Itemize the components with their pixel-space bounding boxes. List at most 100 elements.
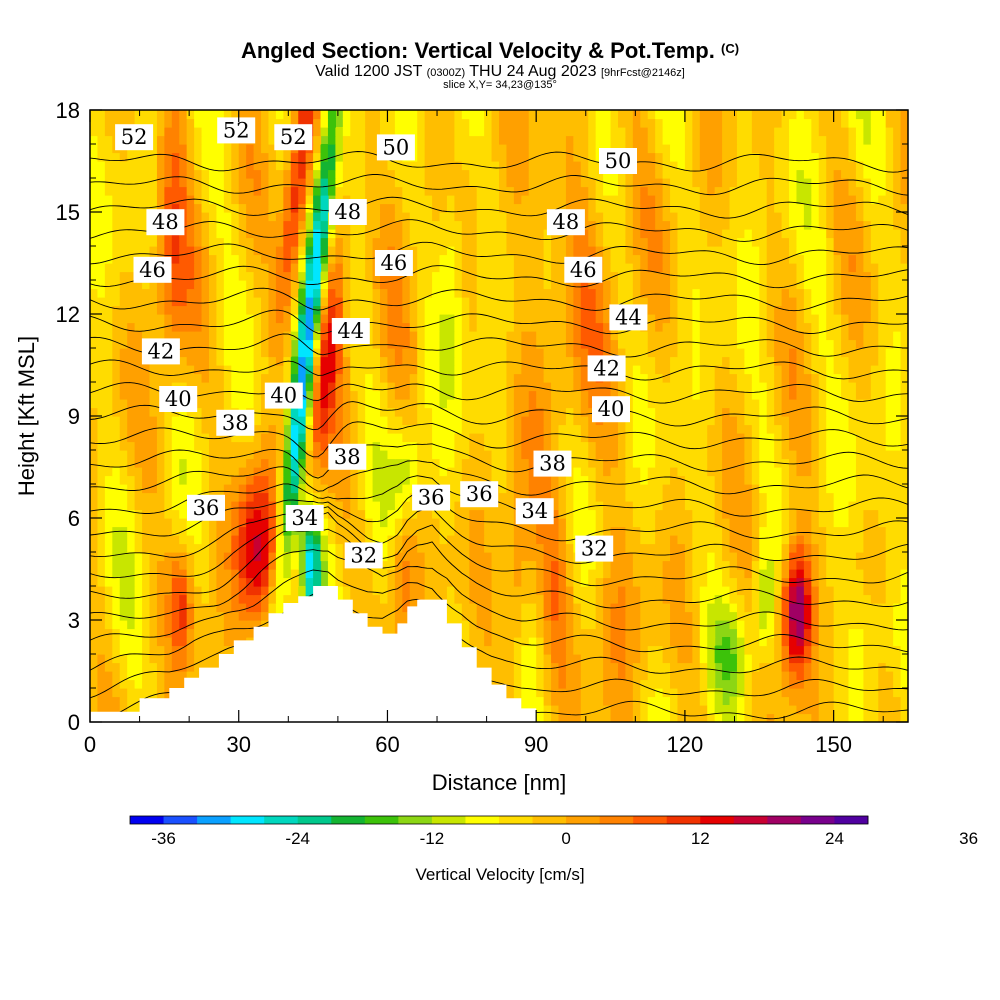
velocity-cell <box>610 688 619 698</box>
velocity-cell <box>461 518 470 528</box>
velocity-cell <box>446 577 455 587</box>
velocity-cell <box>625 705 634 715</box>
velocity-cell <box>223 382 232 392</box>
velocity-cell <box>387 433 396 443</box>
velocity-cell <box>521 679 530 689</box>
velocity-cell <box>536 484 545 494</box>
velocity-cell <box>179 509 188 519</box>
velocity-cell <box>677 373 686 383</box>
velocity-cell <box>171 603 180 613</box>
velocity-cell <box>513 611 522 621</box>
velocity-cell <box>513 339 522 349</box>
velocity-cell <box>365 569 374 579</box>
velocity-cell <box>521 645 530 655</box>
velocity-cell <box>573 662 582 672</box>
velocity-cell <box>327 475 336 485</box>
velocity-cell <box>387 399 396 409</box>
velocity-cell <box>499 441 508 451</box>
velocity-cell <box>826 696 835 706</box>
velocity-cell <box>261 467 270 477</box>
velocity-cell <box>595 620 604 630</box>
velocity-cell <box>766 382 775 392</box>
velocity-cell <box>454 433 463 443</box>
velocity-cell <box>647 467 656 477</box>
velocity-cell <box>223 628 232 638</box>
velocity-cell <box>357 416 366 426</box>
velocity-cell <box>565 662 574 672</box>
velocity-cell <box>588 662 597 672</box>
velocity-cell <box>655 399 664 409</box>
velocity-cell <box>513 620 522 630</box>
velocity-cell <box>870 577 879 587</box>
velocity-cell <box>446 552 455 562</box>
velocity-cell <box>670 526 679 536</box>
velocity-cell <box>647 365 656 375</box>
velocity-cell <box>380 382 389 392</box>
velocity-cell <box>164 586 173 596</box>
velocity-cell <box>714 586 723 596</box>
velocity-cell <box>848 569 857 579</box>
velocity-cell <box>833 705 842 715</box>
velocity-cell <box>521 348 530 358</box>
velocity-cell <box>588 688 597 698</box>
velocity-cell <box>736 450 745 460</box>
velocity-cell <box>855 518 864 528</box>
velocity-cell <box>461 586 470 596</box>
velocity-cell <box>394 356 403 366</box>
velocity-cell <box>409 518 418 528</box>
velocity-cell <box>261 416 270 426</box>
velocity-cell <box>818 705 827 715</box>
velocity-cell <box>454 365 463 375</box>
velocity-cell <box>759 484 768 494</box>
velocity-cell <box>246 492 255 502</box>
velocity-cell <box>194 407 203 417</box>
velocity-cell <box>261 569 270 579</box>
velocity-cell <box>863 450 872 460</box>
velocity-cell <box>365 535 374 545</box>
velocity-cell <box>231 373 240 383</box>
velocity-cell <box>253 416 262 426</box>
velocity-cell <box>655 348 664 358</box>
velocity-cell <box>670 603 679 613</box>
velocity-cell <box>521 577 530 587</box>
velocity-cell <box>365 467 374 477</box>
velocity-cell <box>848 526 857 536</box>
velocity-cell <box>774 611 783 621</box>
velocity-cell <box>736 611 745 621</box>
velocity-cell <box>499 331 508 341</box>
velocity-cell <box>424 416 433 426</box>
velocity-cell <box>699 399 708 409</box>
velocity-cell <box>759 688 768 698</box>
velocity-cell <box>417 373 426 383</box>
velocity-cell <box>320 526 329 536</box>
velocity-cell <box>454 543 463 553</box>
velocity-cell <box>677 569 686 579</box>
velocity-cell <box>885 569 894 579</box>
velocity-cell <box>394 526 403 536</box>
velocity-cell <box>826 416 835 426</box>
velocity-cell <box>417 577 426 587</box>
velocity-cell <box>744 509 753 519</box>
velocity-cell <box>759 637 768 647</box>
velocity-cell <box>439 543 448 553</box>
velocity-cell <box>603 611 612 621</box>
velocity-cell <box>194 484 203 494</box>
velocity-cell <box>179 433 188 443</box>
velocity-cell <box>283 560 292 570</box>
velocity-cell <box>238 399 247 409</box>
velocity-cell <box>826 535 835 545</box>
velocity-cell <box>164 407 173 417</box>
velocity-cell <box>417 441 426 451</box>
velocity-cell <box>201 569 210 579</box>
velocity-cell <box>833 501 842 511</box>
velocity-cell <box>127 620 136 630</box>
velocity-cell <box>670 705 679 715</box>
velocity-cell <box>394 458 403 468</box>
velocity-cell <box>848 390 857 400</box>
velocity-cell <box>365 399 374 409</box>
velocity-cell <box>454 518 463 528</box>
velocity-cell <box>320 348 329 358</box>
velocity-cell <box>446 569 455 579</box>
velocity-cell <box>565 645 574 655</box>
velocity-cell <box>714 569 723 579</box>
